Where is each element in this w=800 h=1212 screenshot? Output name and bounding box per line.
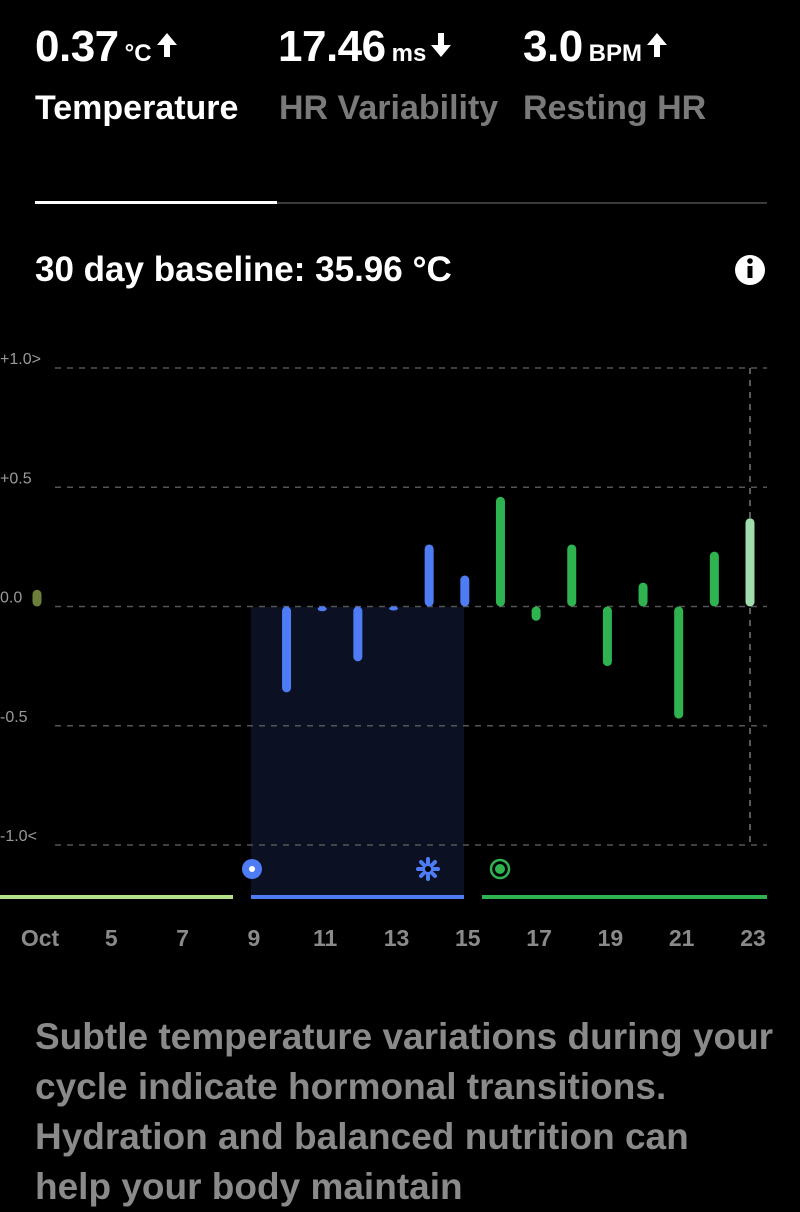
description: Subtle temperature variations during you… [35,1016,774,1207]
x-tick-label: 7 [176,925,189,951]
phase-icon [242,859,262,879]
x-tick-label: 5 [105,925,118,951]
bar [353,606,363,662]
y-tick-label: -1.0< [0,828,37,845]
bar [709,551,719,607]
x-tick-label: 11 [313,925,338,951]
tab-divider [35,202,767,204]
tab-label[interactable]: HR Variability [279,89,499,127]
bar [602,606,612,667]
x-tick-label: 17 [526,925,552,951]
arrow-up [647,33,668,57]
metric-value: 3.0 [523,22,583,71]
metric[interactable]: 0.37 °C [35,22,178,72]
tab-indicator [35,201,277,204]
metric[interactable]: 3.0 BPM [523,22,668,72]
bar [531,606,541,621]
x-tick-label: 13 [384,925,410,951]
bar [317,606,327,612]
baseline-text: 30 day baseline: 35.96 °C [35,250,452,289]
x-tick-label: 9 [248,925,261,951]
x-tick-label: 15 [455,925,481,951]
bar [674,606,684,719]
bar [424,544,434,607]
y-tick-label: 0.0 [0,590,22,607]
metric-unit: ms [391,40,427,67]
chart: +1.0> +0.5 0.0 -0.5 -1.0< Oct 5 7 9 11 13 15 17 19 21 2… [0,255,767,951]
bar [282,606,292,693]
tab-label[interactable]: Resting HR [523,89,707,127]
bar [638,582,648,607]
bar [32,589,42,607]
metric-unit: °C [124,40,152,67]
tab-label[interactable]: Temperature [35,89,239,127]
metric-value: 17.46 [278,22,386,71]
bar [567,544,577,607]
x-tick-label: Oct [21,925,60,951]
metric[interactable]: 17.46 ms [278,22,452,72]
bar [745,518,755,607]
y-tick-label: +0.5 [0,470,32,487]
phase-icon [416,857,440,881]
x-tick-label: 19 [598,925,624,951]
bar [389,606,398,611]
phase-icon [489,858,511,880]
x-tick-label: 21 [669,925,695,951]
metric-unit: BPM [588,40,643,67]
y-tick-label: +1.0> [0,351,41,368]
x-tick-label: 23 [740,925,766,951]
arrow-down [431,33,452,57]
arrow-up [156,33,177,57]
metric-value: 0.37 [35,22,119,71]
bar [495,496,505,607]
y-tick-label: -0.5 [0,709,28,726]
bar [460,575,470,607]
info-button[interactable] [735,255,765,285]
